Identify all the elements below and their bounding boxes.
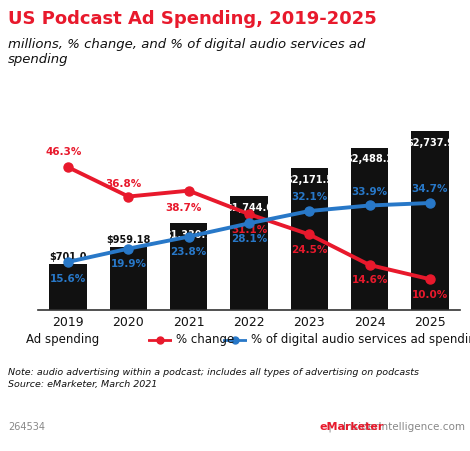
Text: Ad spending: Ad spending [26, 333, 99, 346]
Text: $2,171.5: $2,171.5 [285, 175, 333, 185]
Text: $2,488.2: $2,488.2 [345, 154, 394, 164]
Text: 36.8%: 36.8% [106, 179, 142, 189]
Text: 14.6%: 14.6% [352, 276, 388, 285]
Text: $959.18: $959.18 [106, 235, 150, 245]
Bar [170, 223, 207, 310]
Text: 15.6%: 15.6% [50, 274, 86, 284]
Text: $2,737.9: $2,737.9 [406, 138, 454, 148]
Text: 32.1%: 32.1% [291, 192, 328, 202]
Text: 33.9%: 33.9% [352, 187, 388, 197]
Text: 23.8%: 23.8% [171, 247, 207, 257]
Text: 46.3%: 46.3% [45, 147, 82, 157]
Bar [230, 196, 268, 310]
Text: 264534: 264534 [8, 422, 45, 432]
Text: 34.7%: 34.7% [412, 184, 448, 194]
Text: 31.1%: 31.1% [231, 225, 267, 235]
Bar [411, 131, 448, 310]
Text: 24.5%: 24.5% [291, 245, 328, 255]
Text: 38.7%: 38.7% [166, 202, 202, 212]
Text: 10.0%: 10.0% [412, 290, 448, 299]
Text: millions, % change, and % of digital audio services ad
spending: millions, % change, and % of digital aud… [8, 38, 365, 66]
Text: % of digital audio services ad spending: % of digital audio services ad spending [251, 333, 470, 346]
Text: $1,330.7: $1,330.7 [164, 230, 213, 240]
Text: Note: audio advertising within a podcast; includes all types of advertising on p: Note: audio advertising within a podcast… [8, 368, 419, 389]
Bar [110, 247, 147, 310]
Text: |: | [325, 422, 336, 433]
Text: InsiderIntelligence.com: InsiderIntelligence.com [343, 422, 465, 432]
Text: $1,744.0: $1,744.0 [225, 203, 273, 213]
Bar [290, 168, 328, 310]
Text: eMarketer: eMarketer [320, 422, 384, 432]
Text: $701.0: $701.0 [49, 252, 87, 262]
Text: 19.9%: 19.9% [110, 259, 147, 269]
Bar [351, 147, 388, 310]
Text: % change: % change [176, 333, 234, 346]
Bar [49, 264, 87, 310]
Text: 28.1%: 28.1% [231, 234, 267, 244]
Text: US Podcast Ad Spending, 2019-2025: US Podcast Ad Spending, 2019-2025 [8, 10, 377, 28]
